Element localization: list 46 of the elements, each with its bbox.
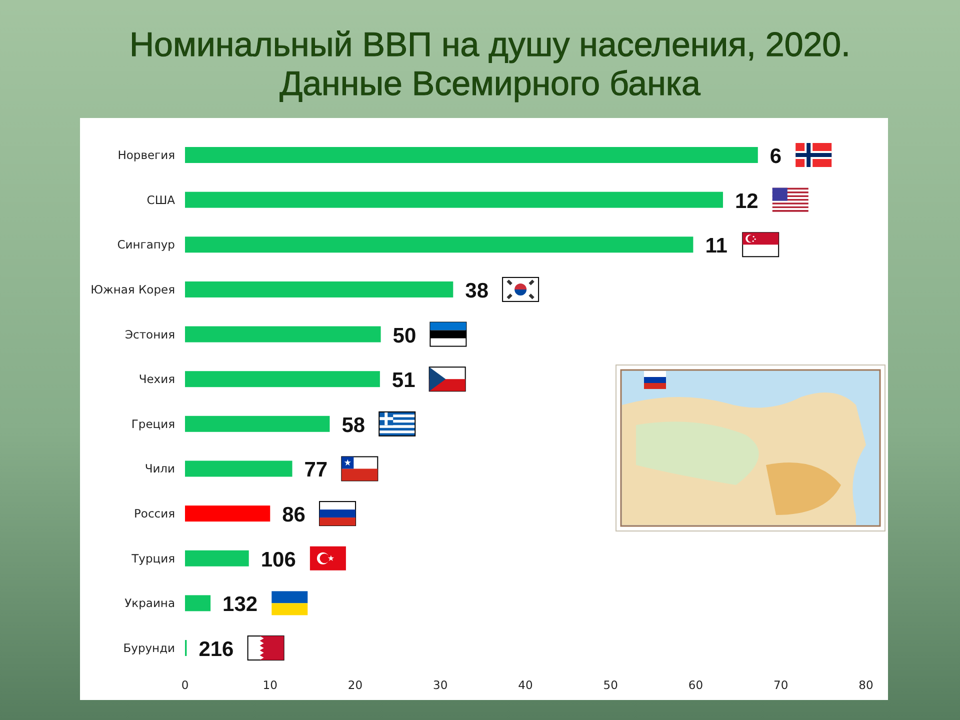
y-tick-label: Эстония [125,327,175,342]
annotation: 106 [260,548,296,572]
bar [185,416,330,432]
y-tick-label: Греция [131,416,175,431]
x-tick-label: 40 [518,678,533,692]
annotation: 38 [465,279,489,302]
annotation: 58 [342,414,366,437]
x-tick-label: 60 [688,678,704,692]
bar [185,595,211,612]
annotation: 86 [282,504,306,527]
chart-title: Номинальный ВВП на душу населения, 2020. [129,26,851,64]
x-tick-label: 50 [603,678,618,692]
x-tick-label: 70 [774,678,788,692]
y-tick-label: Турция [130,551,175,566]
bar [185,147,758,163]
annotation: 132 [222,593,258,616]
annotation: 216 [198,638,234,661]
y-tick-label: Чехия [138,372,175,386]
y-tick-label: Норвегия [118,148,175,162]
y-tick-label: Чили [144,462,175,476]
annotation: 51 [392,369,416,392]
annotation: 6 [770,145,782,168]
annotation: 77 [304,458,328,482]
x-tick-label: 20 [348,678,363,692]
bar [185,326,381,342]
bar [185,460,292,477]
x-tick-label: 10 [262,678,278,692]
y-tick-label: Россия [134,506,175,521]
annotation: 50 [392,324,416,348]
chart-subtitle: Данные Всемирного банка [280,65,700,103]
bar [185,506,270,522]
bar [185,550,249,566]
bar [185,192,723,208]
bar [185,236,694,253]
annotation: 12 [734,190,758,213]
y-tick-label: Сингапур [117,238,175,252]
y-tick-label: США [146,192,176,207]
bar [185,281,454,298]
annotation: 11 [705,234,728,258]
bar [185,371,380,388]
y-tick-label: Бурунди [123,641,175,655]
y-tick-label: Украина [124,596,175,610]
x-tick-label: 0 [181,678,189,692]
y-tick-label: Южная Корея [90,282,175,296]
x-tick-label: 80 [858,678,874,692]
x-tick-label: 30 [433,678,448,692]
